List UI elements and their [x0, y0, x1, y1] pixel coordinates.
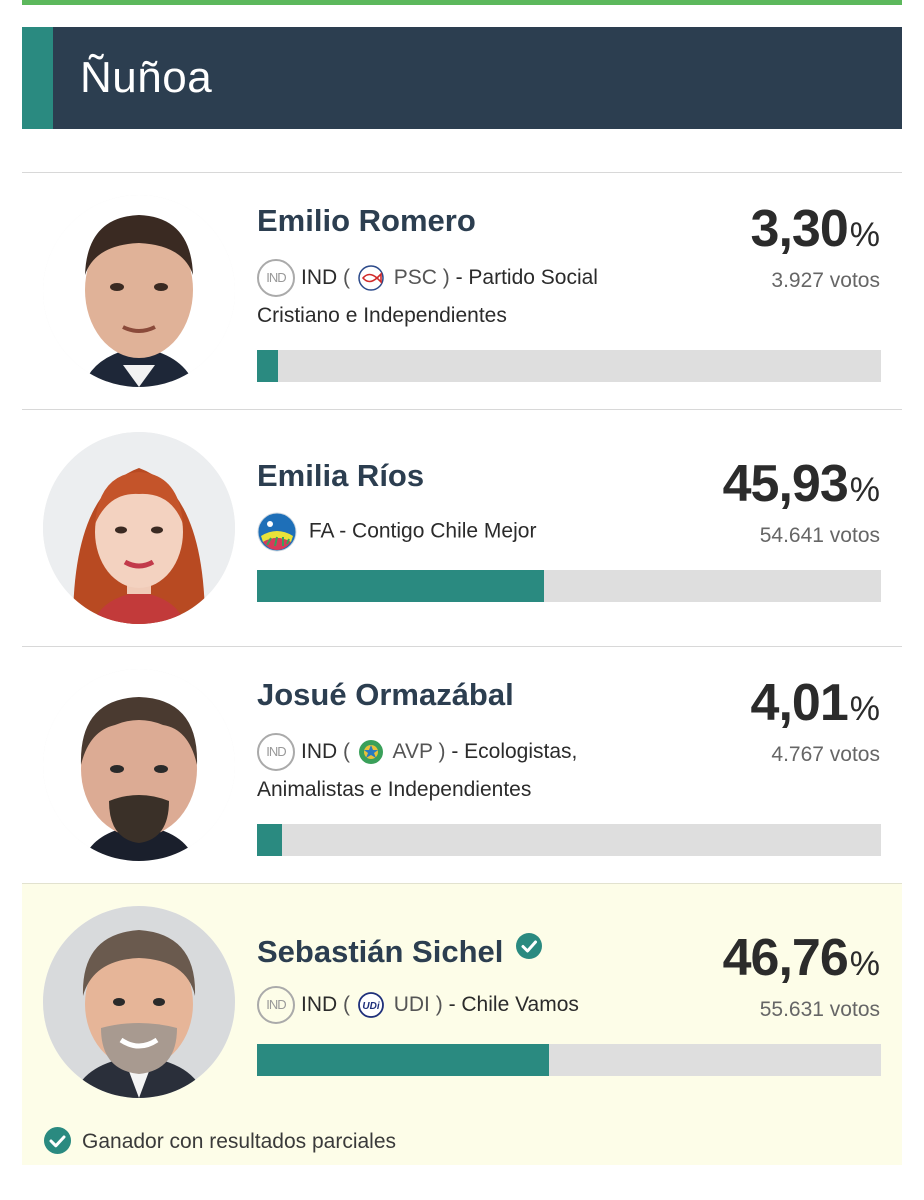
- vote-share-bar: [257, 824, 881, 856]
- candidate-portrait: [43, 195, 235, 387]
- vote-percentage: 46,76%: [723, 928, 880, 988]
- candidate-card-emilio-romero: Emilio Romero IND IND ( PSC ) - Partido S…: [22, 172, 902, 409]
- vote-count: 3.927 votos: [771, 269, 880, 292]
- percentage-value: 45,93: [722, 455, 849, 513]
- vote-count: 55.631 votos: [759, 998, 880, 1021]
- ind-label: IND: [301, 740, 338, 763]
- candidate-card-emilia-rios: Emilia Ríos FA - Contigo Chile Mejor 45,…: [22, 409, 902, 646]
- candidate-card-josue-ormazabal: Josué Ormazábal IND IND ( AVP ) - Ecologi…: [22, 646, 902, 883]
- page-title: Ñuñoa: [80, 53, 213, 102]
- paren-close: ): [435, 993, 443, 1016]
- percent-sign: %: [849, 471, 880, 509]
- candidate-card-sebastian-sichel: Sebastián Sichel IND IND ( UDi UDI ) - Ch…: [22, 883, 902, 1165]
- percentage-value: 4,01: [750, 674, 849, 732]
- fa-party-icon: [257, 512, 297, 552]
- vote-percentage: 3,30%: [751, 199, 880, 259]
- winner-note-text: Ganador con resultados parciales: [82, 1130, 397, 1153]
- candidate-name: Sebastián Sichel: [257, 932, 543, 970]
- party-affiliation: IND IND ( AVP ) - Ecologistas, Animalista…: [257, 733, 657, 808]
- header-accent: [22, 27, 53, 129]
- percent-sign: %: [849, 945, 880, 983]
- paren-close: ): [442, 266, 450, 289]
- party-name: - Ecologistas, Animalistas e Independien…: [257, 740, 578, 802]
- party-abbr: UDI: [393, 993, 430, 1016]
- udi-logo-text: UDi: [362, 1001, 379, 1012]
- vote-count: 54.641 votos: [759, 524, 880, 547]
- ind-badge-icon: IND: [257, 986, 295, 1025]
- party-affiliation: IND IND ( PSC ) - Partido Social Cristian…: [257, 259, 657, 334]
- vote-percentage: 4,01%: [751, 673, 880, 733]
- ind-label: IND: [301, 266, 338, 289]
- paren-close: ): [438, 740, 446, 763]
- percentage-value: 46,76: [722, 929, 849, 987]
- vote-share-fill: [257, 824, 283, 856]
- candidate-portrait: [43, 432, 235, 624]
- ind-badge-icon: IND: [257, 733, 295, 772]
- party-abbr: AVP: [392, 740, 433, 763]
- candidate-name: Emilio Romero: [257, 203, 476, 238]
- vote-percentage: 45,93%: [723, 454, 880, 514]
- commune-header: Ñuñoa: [22, 27, 902, 129]
- winner-check-icon: [44, 1127, 71, 1154]
- candidate-name: Emilia Ríos: [257, 458, 425, 493]
- percentage-value: 3,30: [750, 200, 849, 258]
- paren-open: (: [343, 266, 351, 289]
- candidate-name: Josué Ormazábal: [257, 677, 514, 712]
- avp-party-icon: [358, 740, 383, 765]
- avatar: [43, 906, 235, 1098]
- paren-open: (: [343, 740, 351, 763]
- party-affiliation: IND IND ( UDi UDI ) - Chile Vamos: [257, 986, 657, 1025]
- psc-fish-icon: [358, 265, 384, 292]
- udi-party-icon: UDi: [357, 992, 384, 1019]
- candidate-portrait: [43, 669, 235, 861]
- percent-sign: %: [849, 216, 880, 254]
- vote-share-bar: [257, 1044, 881, 1076]
- ind-label: IND: [301, 993, 338, 1016]
- top-accent-strip: [22, 0, 902, 5]
- verified-check-icon: [516, 933, 543, 959]
- ind-badge-icon: IND: [257, 259, 295, 298]
- vote-count: 4.767 votos: [771, 743, 880, 766]
- party-affiliation: FA - Contigo Chile Mejor: [257, 512, 657, 552]
- winner-note: Ganador con resultados parciales: [43, 1126, 396, 1155]
- avatar: [43, 432, 235, 624]
- vote-share-bar: [257, 570, 881, 602]
- candidate-name-text: Sebastián Sichel: [257, 934, 504, 969]
- percent-sign: %: [849, 690, 880, 728]
- party-name: - Chile Vamos: [448, 993, 579, 1016]
- vote-share-bar: [257, 350, 881, 382]
- avatar: [43, 669, 235, 861]
- vote-share-fill: [257, 570, 544, 602]
- vote-share-fill: [257, 1044, 549, 1076]
- candidate-portrait: [43, 906, 235, 1098]
- party-name: FA - Contigo Chile Mejor: [308, 519, 537, 543]
- party-name: - Partido Social Cristiano e Independien…: [257, 266, 598, 328]
- vote-share-fill: [257, 350, 278, 382]
- party-abbr: PSC: [393, 266, 437, 289]
- avatar: [43, 195, 235, 387]
- paren-open: (: [343, 993, 351, 1016]
